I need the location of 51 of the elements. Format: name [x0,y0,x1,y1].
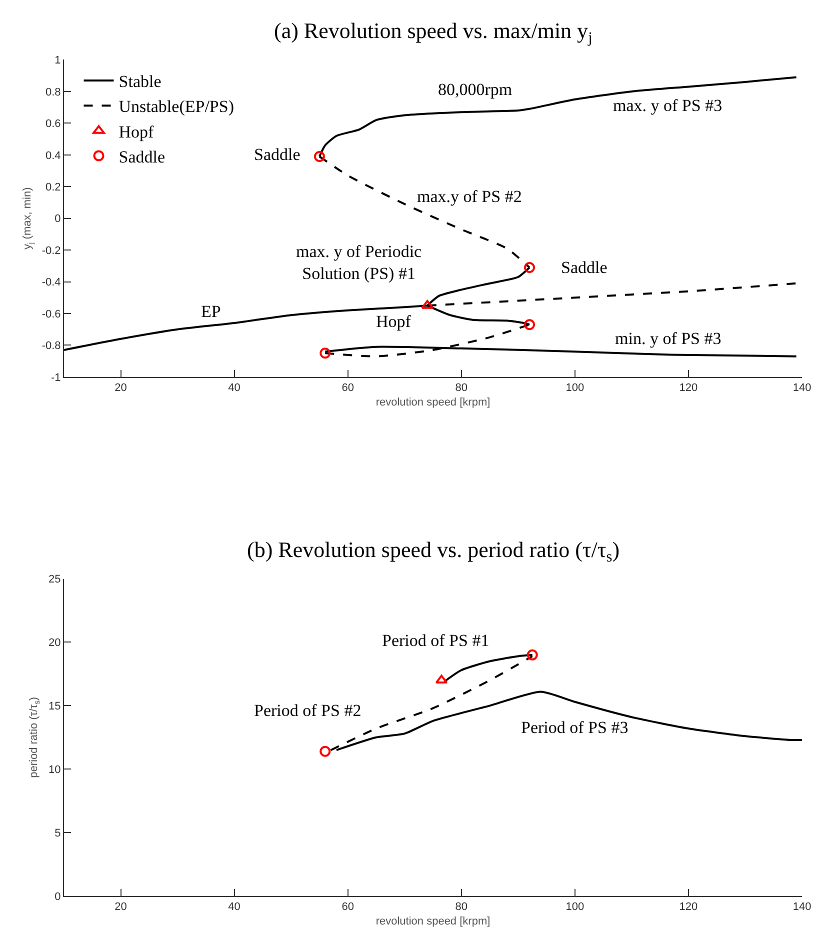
x-tick-label: 100 [566,901,584,914]
y-tick-label: 15 [48,700,61,713]
annotation: EP [201,302,221,321]
y-tick-label: 0.6 [46,118,61,130]
y-tick-label: 0 [54,213,61,226]
x-tick-label: 60 [342,382,354,394]
y-tick-label: -0.8 [42,340,61,352]
x-tick-label: 80 [455,382,468,394]
annotation: max.y of PS #2 [417,187,522,206]
annotation: max. y of PS #3 [613,96,722,115]
chart-title: (a) Revolution speed vs. max/min y$_{j}$ [274,18,592,47]
y-tick-label: -0.4 [42,276,61,289]
x-tick-label: 40 [228,382,240,394]
legend-label: Hopf [118,122,154,142]
x-tick-label: 60 [342,901,354,914]
y-tick-label: 0.8 [46,86,61,98]
y-tick-label: -1 [51,372,61,384]
x-axis-title: revolution speed [krpm] [376,396,490,408]
x-tick-label: 140 [792,901,812,914]
annotation: 80,000rpm [438,80,512,99]
legend-label: Stable [118,72,162,92]
x-tick-label: 20 [114,382,127,394]
x-tick-label: 40 [228,901,240,914]
y-tick-label: 1 [54,54,61,67]
legend-label: Unstable(EP/PS) [118,97,234,116]
x-tick-label: 100 [566,382,584,394]
y-tick-label: 0 [54,890,61,903]
y-tick-label: 25 [48,574,61,586]
annotation: Period of PS #3 [521,718,628,737]
y-tick-label: 0.4 [46,150,61,162]
x-tick-label: 80 [455,901,468,914]
annotation: Period of PS #1 [382,631,490,650]
x-tick-label: 120 [679,382,698,394]
y-tick-label: 0.2 [46,181,61,194]
annotation: Saddle [254,145,300,164]
annotation: max. y of Periodic Solution (PS) #1 [296,242,422,284]
x-tick-label: 20 [114,901,127,914]
y-tick-label: 20 [48,637,61,650]
x-tick-label: 120 [679,901,698,914]
y-tick-label: 10 [48,764,61,776]
annotation: min. y of PS #3 [615,329,722,348]
annotation: Saddle [561,258,608,277]
y-tick-label: -0.6 [42,308,61,320]
x-tick-label: 140 [792,382,812,394]
chart-title: (b) Revolution speed vs. period ratio (τ/τ$_{s}$) [247,537,620,566]
y-tick-label: 5 [54,827,61,840]
y-tick-label: -0.2 [42,244,61,257]
legend-label: Saddle [118,147,166,166]
annotation: Hopf [376,312,412,331]
x-axis-title: revolution speed [krpm] [376,915,490,928]
annotation: Period of PS #2 [254,701,362,720]
